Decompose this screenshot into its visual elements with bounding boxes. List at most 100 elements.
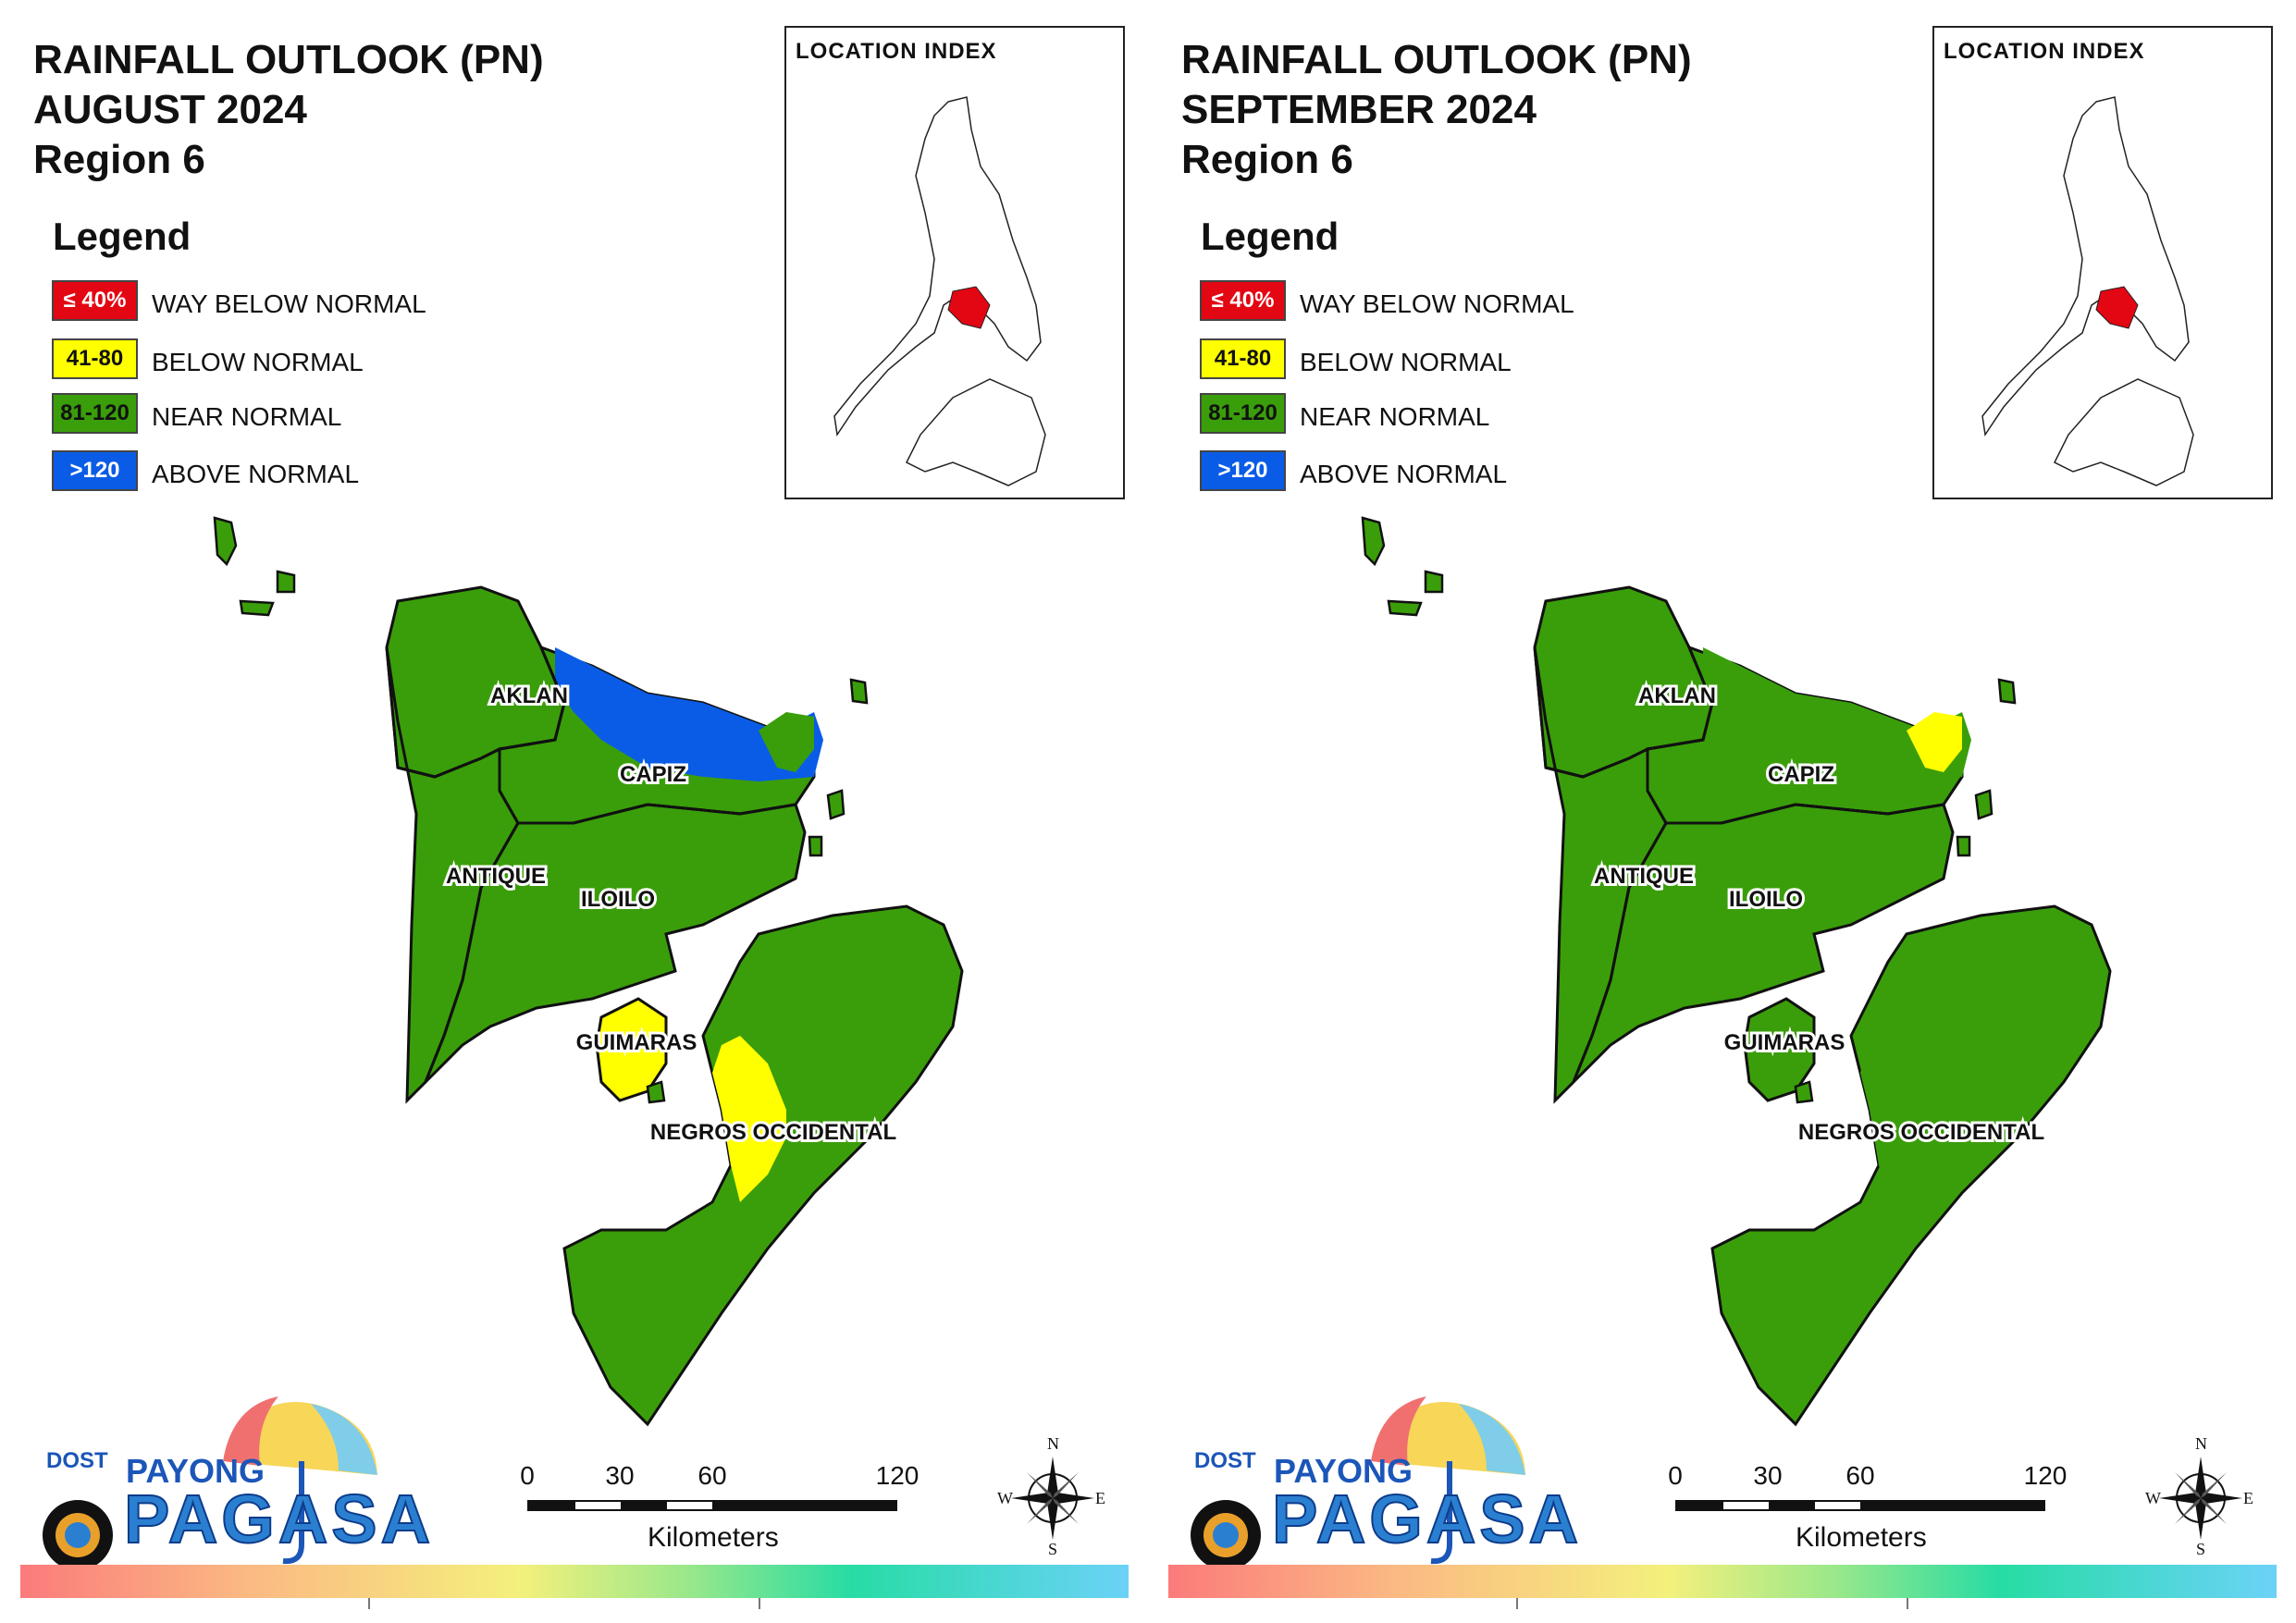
legend-label: NEAR NORMAL xyxy=(1300,402,1490,431)
island xyxy=(1956,835,1971,857)
mindanao-outline xyxy=(2053,378,2194,486)
ne-iloilo-zone xyxy=(1907,712,1962,772)
province-label: CAPIZ xyxy=(620,762,686,787)
title-line-1: RAINFALL OUTLOOK (PN) xyxy=(1181,37,1692,82)
legend-swatch: >120 xyxy=(1200,450,1286,491)
compass-w: W xyxy=(2145,1489,2161,1507)
north-arrow: N S E W xyxy=(997,1434,1108,1558)
pagasa-emblem-icon xyxy=(1191,1396,1525,1570)
province-label: ILOILO xyxy=(581,887,655,912)
province-boundary xyxy=(1646,749,1944,825)
legend-swatch: ≤ 40% xyxy=(52,280,138,321)
island xyxy=(646,1080,666,1104)
logo-dost-text: DOST xyxy=(46,1448,108,1473)
scale-units: Kilometers xyxy=(1796,1522,1927,1553)
province-label: ANTIQUE xyxy=(446,864,546,889)
island xyxy=(826,789,846,820)
legend-label: WAY BELOW NORMAL xyxy=(1300,289,1574,318)
philippines-inset-map xyxy=(833,96,1046,486)
scale-bar-segments xyxy=(1675,1500,2045,1511)
scale-tick-label: 30 xyxy=(1753,1461,1783,1490)
title-line-2: AUGUST 2024 xyxy=(33,87,307,132)
north-coast-zone xyxy=(1703,647,1971,781)
pagasa-logo: DOSTPAYONGPAGASAThe Weather and Climate … xyxy=(33,1387,431,1581)
title-line-3: Region 6 xyxy=(1181,137,1353,182)
region-6-highlight xyxy=(2095,286,2139,329)
island xyxy=(213,516,238,567)
scale-segment xyxy=(1769,1502,1815,1509)
scale-bar-segments xyxy=(527,1500,897,1511)
compass-n: N xyxy=(2195,1434,2207,1453)
island xyxy=(1424,570,1444,594)
scale-tick-label: 30 xyxy=(605,1461,635,1490)
province-label: AKLAN xyxy=(490,683,568,708)
compass-rose-icon xyxy=(2159,1457,2242,1540)
logo-payong-text: PAYONG xyxy=(1274,1452,1413,1490)
pagasa-logo: DOSTPAYONGPAGASAThe Weather and Climate … xyxy=(1181,1387,1579,1581)
island xyxy=(1974,789,1994,820)
region-map: AKLAN CAPIZ ANTIQUE ILOILO GUIMARAS NEGROS OC… xyxy=(213,516,964,1427)
title-line-2: SEPTEMBER 2024 xyxy=(1181,87,1537,132)
province-label: NEGROS OCCIDENTAL xyxy=(1798,1120,2044,1145)
scale-units: Kilometers xyxy=(648,1522,779,1553)
compass-n: N xyxy=(1047,1434,1059,1453)
scale-segment xyxy=(1677,1502,1723,1509)
legend-swatch: >120 xyxy=(52,450,138,491)
legend-label: ABOVE NORMAL xyxy=(152,460,360,488)
scale-segment xyxy=(1860,1502,2043,1509)
province-boundary xyxy=(1572,822,1668,1083)
compass-rose-icon xyxy=(1011,1457,1094,1540)
island xyxy=(276,570,296,594)
map-title: RAINFALL OUTLOOK (PN) AUGUST 2024 Region… xyxy=(33,35,544,185)
scale-tick-label: 120 xyxy=(875,1461,920,1490)
scale-segment xyxy=(1722,1502,1769,1509)
mindanao-outline xyxy=(905,378,1046,486)
scale-tick-label: 0 xyxy=(520,1461,535,1490)
location-index-inset: LOCATION INDEX xyxy=(1932,26,2273,499)
logo-dost-text: DOST xyxy=(1194,1448,1256,1473)
legend-title: Legend xyxy=(53,215,191,258)
legend-title: Legend xyxy=(1201,215,1339,258)
philippines-outline xyxy=(1981,96,2190,437)
legend-label: BELOW NORMAL xyxy=(1300,348,1512,376)
scale-segment xyxy=(1814,1502,1860,1509)
legend-swatch: ≤ 40% xyxy=(1200,280,1286,321)
province-boundary xyxy=(424,822,520,1083)
north-negros-zone xyxy=(712,1036,786,1202)
logo-pagasa-text: PAGASA xyxy=(1271,1480,1583,1558)
province-label: GUIMARAS xyxy=(1724,1030,1845,1055)
map-panel-august: RAINFALL OUTLOOK (PN) AUGUST 2024 Region… xyxy=(20,26,1129,1609)
inset-title: LOCATION INDEX xyxy=(1944,39,2145,64)
scale-segment xyxy=(621,1502,667,1509)
title-line-3: Region 6 xyxy=(33,137,205,182)
island xyxy=(1997,678,2017,705)
scale-tick-label: 60 xyxy=(1845,1461,1875,1490)
compass-s: S xyxy=(2196,1540,2206,1558)
legend-label: WAY BELOW NORMAL xyxy=(152,289,426,318)
province-label: GUIMARAS xyxy=(576,1030,697,1055)
compass-w: W xyxy=(997,1489,1013,1507)
island xyxy=(808,835,823,857)
compass-e: E xyxy=(2243,1489,2253,1507)
island xyxy=(239,599,275,617)
legend-swatch: 81-120 xyxy=(1200,393,1286,434)
logo-pagasa-text: PAGASA xyxy=(123,1480,435,1558)
philippines-inset-map xyxy=(1981,96,2194,486)
ne-iloilo-zone xyxy=(759,712,814,772)
north-coast-zone xyxy=(555,647,823,781)
philippines-outline xyxy=(833,96,1042,437)
scale-segment xyxy=(712,1502,895,1509)
map-panel-september: RAINFALL OUTLOOK (PN) SEPTEMBER 2024 Reg… xyxy=(1148,0,2296,1623)
scale-tick-label: 0 xyxy=(1668,1461,1683,1490)
logo-payong-text: PAYONG xyxy=(126,1452,265,1490)
compass-e: E xyxy=(1095,1489,1105,1507)
scale-segment xyxy=(529,1502,575,1509)
province-label: CAPIZ xyxy=(1768,762,1834,787)
island xyxy=(849,678,869,705)
scale-tick-label: 60 xyxy=(697,1461,727,1490)
legend-swatch: 41-80 xyxy=(1200,338,1286,379)
scale-tick-label: 120 xyxy=(2023,1461,2068,1490)
location-index-inset: LOCATION INDEX xyxy=(784,26,1125,499)
legend-swatch: 41-80 xyxy=(52,338,138,379)
scale-segment xyxy=(574,1502,621,1509)
